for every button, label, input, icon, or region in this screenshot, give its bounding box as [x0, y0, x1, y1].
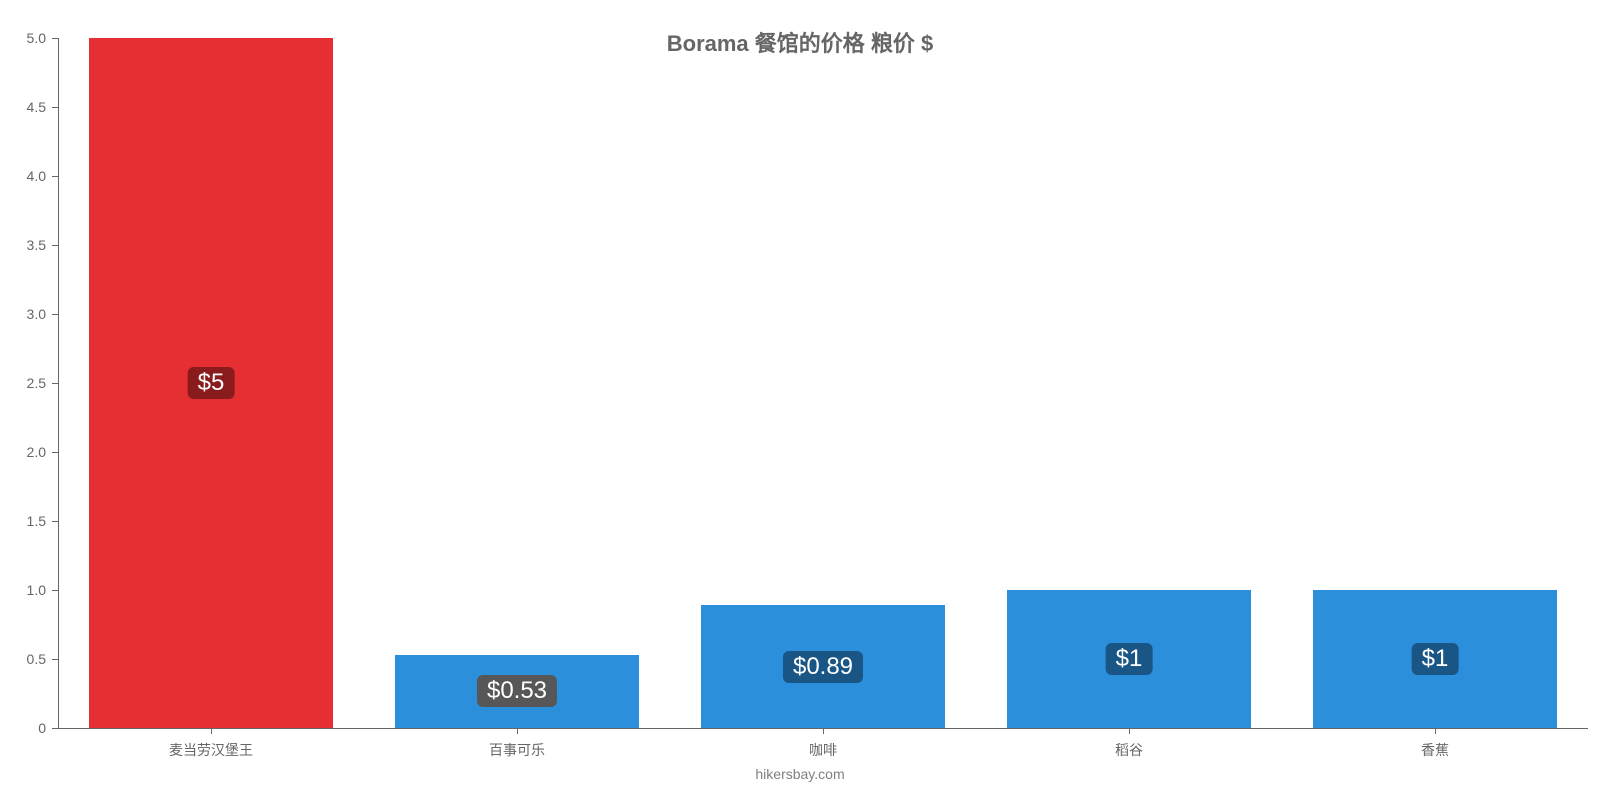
xtick-label: 麦当劳汉堡王: [58, 740, 364, 760]
value-badge: $0.53: [477, 675, 557, 707]
ytick-label: 0.5: [0, 651, 46, 667]
plot-area: $5$0.53$0.89$1$1 00.51.01.52.02.53.03.54…: [58, 38, 1588, 728]
xtick-mark: [211, 728, 212, 734]
value-badge: $5: [188, 367, 235, 399]
ytick-label: 1.0: [0, 582, 46, 598]
credit-text: hikersbay.com: [0, 766, 1600, 782]
xtick-mark: [517, 728, 518, 734]
xtick-mark: [1435, 728, 1436, 734]
price-bar-chart: Borama 餐馆的价格 粮价 $ $5$0.53$0.89$1$1 00.51…: [0, 0, 1600, 800]
ytick-label: 4.0: [0, 168, 46, 184]
xtick-label: 百事可乐: [364, 740, 670, 760]
ytick-label: 0: [0, 720, 46, 736]
xtick-mark: [1129, 728, 1130, 734]
ytick-label: 4.5: [0, 99, 46, 115]
ytick-label: 3.5: [0, 237, 46, 253]
value-badge: $1: [1412, 643, 1459, 675]
ytick-label: 3.0: [0, 306, 46, 322]
ytick-label: 1.5: [0, 513, 46, 529]
ytick-label: 2.5: [0, 375, 46, 391]
xtick-label: 香蕉: [1282, 740, 1588, 760]
value-badge: $0.89: [783, 651, 863, 683]
xtick-mark: [823, 728, 824, 734]
ytick-label: 5.0: [0, 30, 46, 46]
value-badge: $1: [1106, 643, 1153, 675]
ytick-label: 2.0: [0, 444, 46, 460]
xtick-label: 咖啡: [670, 740, 976, 760]
y-axis: [58, 38, 59, 728]
bars-layer: $5 $0.53 $0.89 $1 $1: [58, 38, 1588, 728]
xtick-label: 稻谷: [976, 740, 1282, 760]
